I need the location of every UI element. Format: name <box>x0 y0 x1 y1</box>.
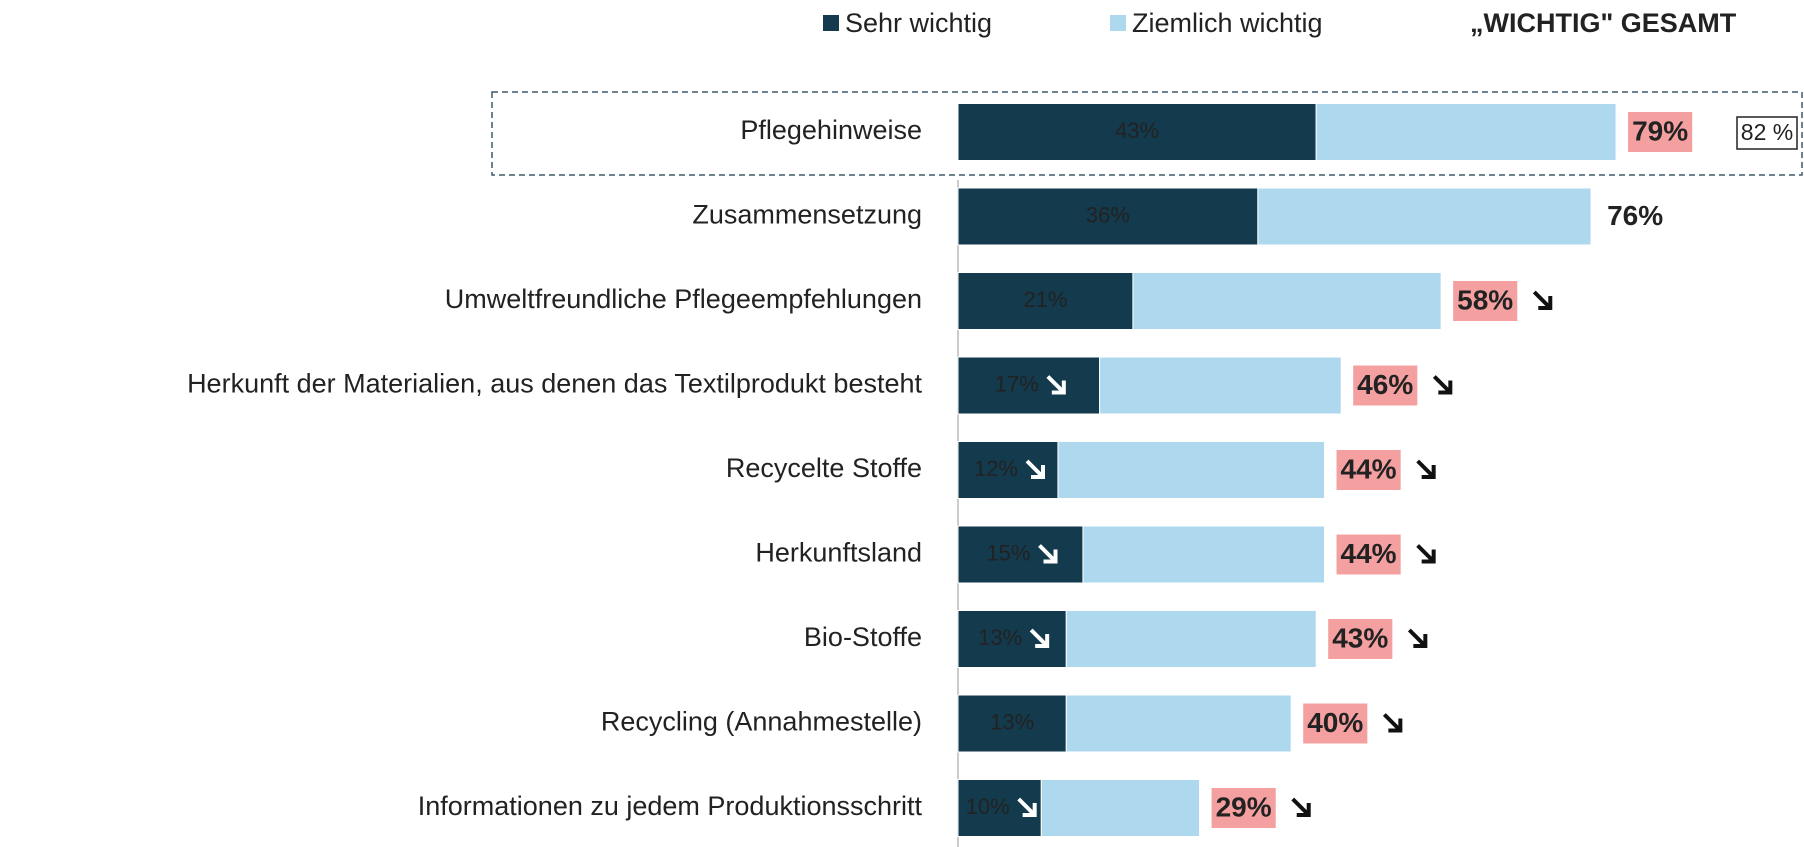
total-label: 44% <box>1341 453 1397 484</box>
decline-arrow <box>1017 797 1037 817</box>
total-label: 44% <box>1341 538 1397 569</box>
total-label: 58% <box>1457 284 1513 315</box>
total-highlight <box>1303 703 1368 744</box>
total-title: „WICHTIG" GESAMT <box>1470 8 1737 38</box>
decline-arrow <box>1416 459 1436 479</box>
total-highlight <box>1353 365 1418 406</box>
category-label: Pflegehinweise <box>740 115 922 145</box>
total-highlight <box>1453 281 1518 321</box>
total-label: 29% <box>1216 791 1272 822</box>
total-label: 76% <box>1607 200 1663 231</box>
legend-label: Sehr wichtig <box>845 8 992 38</box>
highlight-frame <box>491 91 1803 176</box>
decline-arrow <box>1432 375 1453 395</box>
category-label: Herkunft der Materialien, aus denen das … <box>187 369 922 399</box>
bar-segment <box>1132 272 1442 330</box>
total-label: 46% <box>1357 369 1413 400</box>
bar-segment <box>957 187 1259 246</box>
bar-segment <box>1099 356 1342 415</box>
total-label: 79% <box>1632 115 1688 146</box>
bar-segment <box>1065 610 1317 668</box>
category-label: Informationen zu jedem Produktionsschrit… <box>418 791 923 821</box>
category-label: Bio-Stoffe <box>804 622 922 652</box>
bar-value-label: 43% <box>1115 118 1159 143</box>
bar-value-label: 12% <box>974 456 1018 481</box>
legend-swatch <box>1110 15 1126 31</box>
total-highlight <box>1328 619 1393 659</box>
annotation: 82 % <box>1741 119 1793 145</box>
decline-arrow <box>1407 628 1428 648</box>
category-label: Herkunftsland <box>755 538 922 568</box>
bar-segment <box>1315 103 1617 161</box>
total-highlight <box>1628 112 1693 152</box>
bar-value-label: 13% <box>978 625 1022 650</box>
bar-value-label: 17% <box>995 371 1039 396</box>
bar-segment <box>1257 187 1592 246</box>
annotation-box <box>1736 116 1798 150</box>
bar-segment <box>1065 694 1292 753</box>
bar-value-label: 10% <box>966 794 1010 819</box>
total-highlight <box>1211 788 1276 828</box>
total-label: 43% <box>1332 622 1388 653</box>
category-label: Zusammensetzung <box>692 200 922 230</box>
bar-segment <box>957 525 1084 584</box>
category-label: Umweltfreundliche Pflegeempfehlungen <box>445 284 922 314</box>
decline-arrow <box>1291 797 1311 817</box>
bar-segment <box>957 694 1067 753</box>
decline-arrow <box>1532 290 1553 310</box>
legend-label: Ziemlich wichtig <box>1132 8 1323 38</box>
bar-value-label: 15% <box>986 540 1030 565</box>
decline-arrow <box>1029 628 1050 648</box>
bar-value-label: 36% <box>1086 202 1130 227</box>
category-label: Recycelte Stoffe <box>726 453 922 483</box>
total-highlight <box>1336 450 1401 490</box>
bar-segment <box>1057 441 1326 499</box>
bar-value-label: 13% <box>990 709 1034 734</box>
legend-swatch <box>823 15 839 31</box>
total-label: 40% <box>1307 707 1363 738</box>
decline-arrow <box>1382 713 1403 733</box>
decline-arrow <box>1416 544 1436 564</box>
bar-segment <box>1082 525 1326 584</box>
bar-value-label: 21% <box>1023 287 1067 312</box>
bar-segment <box>957 272 1134 330</box>
bar-segment <box>1040 779 1201 837</box>
bar-segment <box>957 103 1317 161</box>
total-highlight <box>1336 534 1401 575</box>
decline-arrow <box>1046 375 1066 395</box>
category-label: Recycling (Annahmestelle) <box>601 707 922 737</box>
decline-arrow <box>1025 459 1045 479</box>
decline-arrow <box>1038 544 1058 564</box>
